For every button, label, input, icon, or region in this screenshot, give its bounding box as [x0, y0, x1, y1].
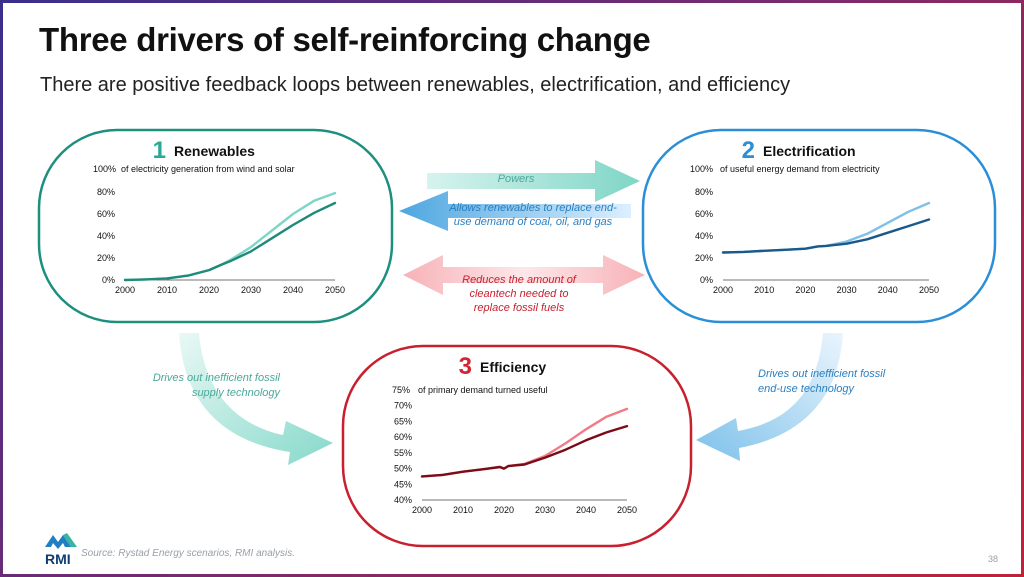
efficiency-ytick-label: 70%	[394, 401, 412, 411]
efficiency-frame	[341, 344, 693, 548]
efficiency-xtick-label: 2030	[535, 505, 555, 515]
renewables-title: Renewables	[174, 143, 255, 159]
efficiency-xtick-label: 2040	[576, 505, 596, 515]
label-powers: Powers	[498, 173, 535, 185]
label-allows-1: Allows renewables to replace end-	[448, 202, 617, 214]
label-reduces-3: replace fossil fuels	[474, 302, 565, 314]
arrow-allows	[399, 191, 631, 231]
efficiency-ytick-label: 40%	[394, 495, 412, 505]
renewables-number: 1	[153, 137, 166, 164]
renewables-xtick-label: 2000	[115, 285, 135, 295]
renewables-ytick-label: 80%	[97, 187, 115, 197]
electrification-xtick-label: 2030	[837, 285, 857, 295]
arrow-drives-enduse	[696, 333, 843, 461]
rmi-logo-accent	[63, 533, 77, 547]
renewables-ytick-label: 60%	[97, 209, 115, 219]
electrification-ytick-label: 40%	[695, 231, 713, 241]
label-drives-supply-2: supply technology	[192, 387, 282, 399]
electrification-xtick-label: 2010	[754, 285, 774, 295]
efficiency-title: Efficiency	[480, 359, 546, 375]
efficiency-ytick-top: 75%	[392, 385, 410, 395]
efficiency-number: 3	[459, 353, 472, 380]
arrow-drives-supply	[179, 333, 333, 465]
label-reduces-2: cleantech needed to	[469, 288, 568, 300]
renewables-ytick-label: 0%	[102, 275, 115, 285]
renewables-xtick-label: 2030	[241, 285, 261, 295]
efficiency-xtick-label: 2000	[412, 505, 432, 515]
label-drives-supply-1: Drives out inefficient fossil	[153, 372, 281, 384]
rmi-logo-text: RMI	[45, 551, 71, 567]
renewables-ytick-label: 40%	[97, 231, 115, 241]
electrification-xtick-label: 2050	[919, 285, 939, 295]
electrification-title: Electrification	[763, 143, 856, 159]
renewables-unit-label: of electricity generation from wind and …	[121, 164, 295, 174]
electrification-chart: 2 Electrification 100% of useful energy …	[641, 128, 997, 324]
efficiency-ytick-label: 60%	[394, 432, 412, 442]
source-note: Source: Rystad Energy scenarios, RMI ana…	[81, 548, 295, 559]
efficiency-xtick-label: 2050	[617, 505, 637, 515]
renewables-xtick-label: 2020	[199, 285, 219, 295]
electrification-unit-label: of useful energy demand from electricity	[720, 164, 880, 174]
renewables-xtick-label: 2050	[325, 285, 345, 295]
electrification-ytick-label: 0%	[700, 275, 713, 285]
electrification-xtick-label: 2040	[878, 285, 898, 295]
efficiency-ytick-label: 45%	[394, 479, 412, 489]
renewables-chart: 1 Renewables 100% of electricity generat…	[37, 128, 394, 324]
efficiency-ytick-label: 55%	[394, 448, 412, 458]
electrification-ytick-label: 80%	[695, 187, 713, 197]
slide-subtitle: There are positive feedback loops betwee…	[40, 74, 791, 96]
label-drives-enduse-2: end-use technology	[758, 383, 856, 395]
efficiency-ytick-label: 50%	[394, 464, 412, 474]
efficiency-xtick-label: 2020	[494, 505, 514, 515]
efficiency-xtick-label: 2010	[453, 505, 473, 515]
efficiency-series-dark	[420, 424, 629, 478]
arrow-powers	[427, 160, 640, 202]
renewables-ytick-label: 20%	[97, 253, 115, 263]
rmi-logo: RMI	[45, 533, 77, 567]
label-reduces-1: Reduces the amount of	[462, 274, 577, 286]
rmi-logo-mark	[45, 535, 71, 549]
electrification-number: 2	[742, 137, 755, 164]
electrification-frame	[641, 128, 997, 324]
renewables-xtick-label: 2010	[157, 285, 177, 295]
efficiency-ytick-label: 65%	[394, 416, 412, 426]
page-number: 38	[988, 554, 999, 564]
renewables-xtick-label: 2040	[283, 285, 303, 295]
electrification-ytick-label: 20%	[695, 253, 713, 263]
electrification-ytick-label: 60%	[695, 209, 713, 219]
label-drives-enduse-1: Drives out inefficient fossil	[758, 368, 886, 380]
renewables-frame	[37, 128, 394, 324]
diagram-canvas: Powers Allows renewables to replace end-…	[37, 128, 997, 548]
electrification-xtick-label: 2000	[713, 285, 733, 295]
electrification-xtick-label: 2020	[795, 285, 815, 295]
efficiency-chart: 3 Efficiency 75% of primary demand turne…	[341, 344, 693, 548]
renewables-ytick-top: 100%	[93, 164, 116, 174]
arrow-reduces	[403, 255, 645, 295]
efficiency-unit-label: of primary demand turned useful	[418, 385, 548, 395]
renewables-series-dark	[123, 201, 337, 282]
electrification-ytick-top: 100%	[690, 164, 713, 174]
slide-title: Three drivers of self-reinforcing change	[39, 21, 651, 58]
label-allows-2: use demand of coal, oil, and gas	[454, 216, 613, 228]
electrification-series-dark	[721, 218, 931, 254]
